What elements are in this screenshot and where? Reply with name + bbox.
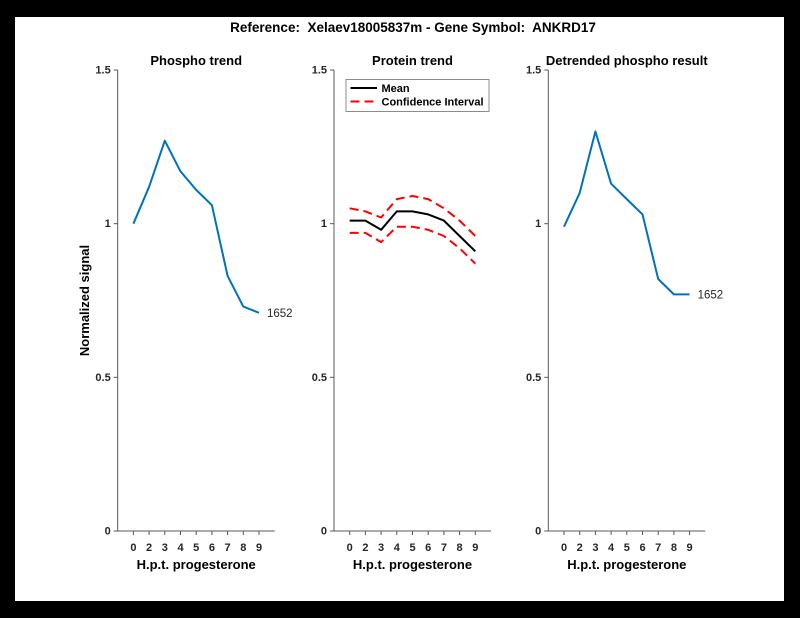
x-tick-label: 5 bbox=[193, 542, 199, 554]
subplot-title: Protein trend bbox=[372, 53, 453, 68]
y-tick-label: 1.5 bbox=[95, 65, 110, 77]
x-axis-label: H.p.t. progesterone bbox=[137, 557, 256, 572]
y-tick-label: 1.5 bbox=[312, 65, 327, 77]
y-axis-label: Normalized signal bbox=[77, 245, 92, 356]
x-tick-label: 2 bbox=[146, 542, 152, 554]
x-tick-label: 7 bbox=[655, 542, 661, 554]
x-tick-label: 6 bbox=[425, 542, 431, 554]
subplot-title: Detrended phospho result bbox=[546, 53, 708, 68]
figure-canvas: Reference: Xelaev18005837m - Gene Symbol… bbox=[15, 17, 784, 601]
x-tick-label: 9 bbox=[256, 542, 262, 554]
y-tick-label: 1 bbox=[105, 218, 111, 230]
series-end-label: 1652 bbox=[698, 289, 724, 301]
x-tick-label: 8 bbox=[671, 542, 677, 554]
x-tick-label: 4 bbox=[394, 542, 401, 554]
subplot-title: Phospho trend bbox=[150, 53, 242, 68]
x-tick-label: 3 bbox=[378, 542, 384, 554]
x-tick-label: 3 bbox=[592, 542, 598, 554]
series-line-confidence-interval-upper bbox=[349, 195, 477, 237]
legend-label: Mean bbox=[382, 83, 410, 95]
x-tick-label: 8 bbox=[457, 542, 463, 554]
x-axis-label: H.p.t. progesterone bbox=[353, 557, 472, 572]
x-tick-label: 6 bbox=[639, 542, 645, 554]
x-tick-label: 5 bbox=[624, 542, 630, 554]
x-tick-label: 0 bbox=[130, 542, 136, 554]
x-tick-label: 7 bbox=[225, 542, 231, 554]
x-tick-label: 2 bbox=[362, 542, 368, 554]
axis-spines bbox=[117, 70, 275, 532]
x-tick-label: 0 bbox=[347, 542, 353, 554]
x-tick-label: 4 bbox=[177, 542, 184, 554]
x-tick-label: 3 bbox=[162, 542, 168, 554]
axis-spines bbox=[333, 70, 491, 532]
x-tick-label: 2 bbox=[577, 542, 583, 554]
series-line-confidence-interval-lower bbox=[349, 225, 476, 265]
y-tick-label: 0 bbox=[535, 526, 541, 538]
y-tick-label: 1.5 bbox=[526, 65, 541, 77]
y-tick-label: 0.5 bbox=[95, 372, 110, 384]
x-tick-label: 6 bbox=[209, 542, 215, 554]
y-tick-label: 0.5 bbox=[312, 372, 327, 384]
x-tick-label: 7 bbox=[441, 542, 447, 554]
series-line-mean bbox=[349, 210, 476, 253]
legend-box bbox=[345, 79, 490, 112]
x-tick-label: 4 bbox=[608, 542, 615, 554]
x-tick-label: 9 bbox=[687, 542, 693, 554]
figure-title: Reference: Xelaev18005837m - Gene Symbol… bbox=[230, 20, 596, 35]
x-axis-label: H.p.t. progesterone bbox=[567, 557, 686, 572]
x-tick-label: 9 bbox=[472, 542, 478, 554]
y-tick-label: 0 bbox=[321, 526, 327, 538]
y-tick-label: 0 bbox=[105, 526, 111, 538]
y-tick-label: 1 bbox=[321, 218, 327, 230]
y-tick-label: 1 bbox=[535, 218, 541, 230]
x-tick-label: 0 bbox=[561, 542, 567, 554]
legend-label: Confidence Interval bbox=[382, 97, 484, 109]
series-line-detrended-phospho-signal bbox=[563, 130, 690, 296]
axis-spines bbox=[547, 70, 706, 532]
series-end-label: 1652 bbox=[267, 308, 293, 320]
x-tick-label: 5 bbox=[409, 542, 415, 554]
legend: Mean Confidence Interval bbox=[345, 79, 490, 112]
series-line-phospho-signal bbox=[132, 139, 260, 314]
y-tick-label: 0.5 bbox=[526, 372, 541, 384]
x-tick-label: 8 bbox=[240, 542, 246, 554]
